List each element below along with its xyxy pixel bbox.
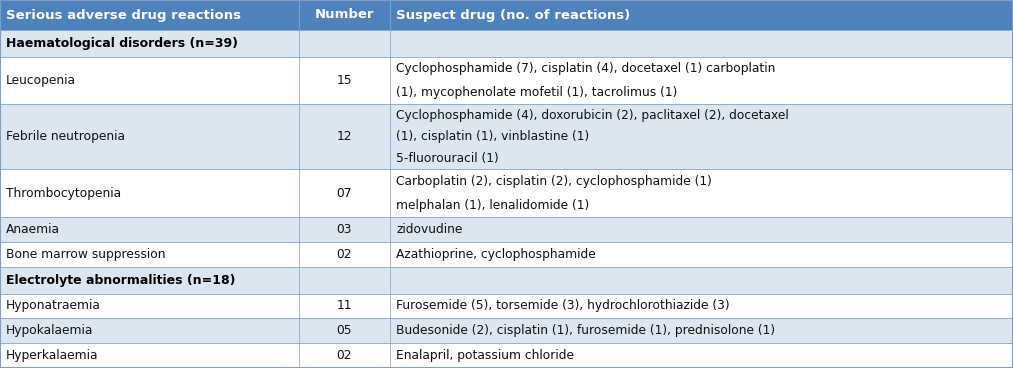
Text: Haematological disorders (n=39): Haematological disorders (n=39) bbox=[6, 37, 238, 50]
Text: 11: 11 bbox=[336, 300, 353, 312]
Bar bbox=[299, 0, 390, 30]
Text: Bone marrow suppression: Bone marrow suppression bbox=[6, 248, 165, 261]
Bar bbox=[0, 0, 299, 30]
Text: Thrombocytopenia: Thrombocytopenia bbox=[6, 187, 122, 200]
Text: Suspect drug (no. of reactions): Suspect drug (no. of reactions) bbox=[396, 8, 630, 21]
Bar bbox=[0, 242, 1013, 267]
Bar bbox=[0, 343, 1013, 368]
Bar bbox=[0, 318, 1013, 343]
Text: 02: 02 bbox=[336, 349, 353, 362]
Text: zidovudine: zidovudine bbox=[396, 223, 462, 236]
Text: 5-fluorouracil (1): 5-fluorouracil (1) bbox=[396, 152, 498, 165]
Bar bbox=[0, 30, 1013, 57]
Text: 12: 12 bbox=[336, 130, 353, 144]
Text: Febrile neutropenia: Febrile neutropenia bbox=[6, 130, 125, 144]
Bar bbox=[0, 57, 1013, 105]
Text: 05: 05 bbox=[336, 324, 353, 337]
Text: 15: 15 bbox=[336, 74, 353, 87]
Text: Leucopenia: Leucopenia bbox=[6, 74, 76, 87]
Text: 02: 02 bbox=[336, 248, 353, 261]
Text: Azathioprine, cyclophosphamide: Azathioprine, cyclophosphamide bbox=[396, 248, 596, 261]
Text: Hypokalaemia: Hypokalaemia bbox=[6, 324, 93, 337]
Bar bbox=[0, 105, 1013, 169]
Text: 07: 07 bbox=[336, 187, 353, 200]
Bar bbox=[0, 169, 1013, 217]
Bar bbox=[0, 217, 1013, 242]
Text: Cyclophosphamide (4), doxorubicin (2), paclitaxel (2), docetaxel: Cyclophosphamide (4), doxorubicin (2), p… bbox=[396, 109, 789, 122]
Text: Budesonide (2), cisplatin (1), furosemide (1), prednisolone (1): Budesonide (2), cisplatin (1), furosemid… bbox=[396, 324, 775, 337]
Text: Carboplatin (2), cisplatin (2), cyclophosphamide (1): Carboplatin (2), cisplatin (2), cyclopho… bbox=[396, 175, 712, 188]
Text: Enalapril, potassium chloride: Enalapril, potassium chloride bbox=[396, 349, 574, 362]
Text: Number: Number bbox=[315, 8, 374, 21]
Text: (1), cisplatin (1), vinblastine (1): (1), cisplatin (1), vinblastine (1) bbox=[396, 130, 590, 144]
Text: Electrolyte abnormalities (n=18): Electrolyte abnormalities (n=18) bbox=[6, 274, 235, 287]
Text: melphalan (1), lenalidomide (1): melphalan (1), lenalidomide (1) bbox=[396, 199, 590, 212]
Text: Serious adverse drug reactions: Serious adverse drug reactions bbox=[6, 8, 241, 21]
Text: Furosemide (5), torsemide (3), hydrochlorothiazide (3): Furosemide (5), torsemide (3), hydrochlo… bbox=[396, 300, 729, 312]
Text: Hyponatraemia: Hyponatraemia bbox=[6, 300, 101, 312]
Text: Anaemia: Anaemia bbox=[6, 223, 60, 236]
Text: Hyperkalaemia: Hyperkalaemia bbox=[6, 349, 98, 362]
Text: Cyclophosphamide (7), cisplatin (4), docetaxel (1) carboplatin: Cyclophosphamide (7), cisplatin (4), doc… bbox=[396, 62, 775, 75]
Bar bbox=[390, 0, 1013, 30]
Bar bbox=[0, 267, 1013, 294]
Text: (1), mycophenolate mofetil (1), tacrolimus (1): (1), mycophenolate mofetil (1), tacrolim… bbox=[396, 86, 678, 99]
Bar bbox=[0, 294, 1013, 318]
Text: 03: 03 bbox=[336, 223, 353, 236]
